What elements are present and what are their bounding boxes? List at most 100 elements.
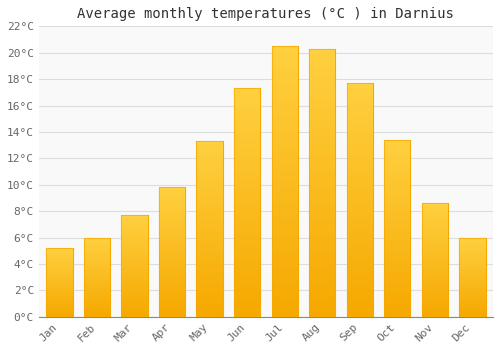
Bar xyxy=(46,275,72,277)
Bar xyxy=(422,224,448,226)
Bar xyxy=(384,207,410,211)
Bar xyxy=(84,263,110,265)
Bar xyxy=(196,239,223,243)
Bar xyxy=(159,226,185,229)
Bar xyxy=(346,233,373,237)
Bar xyxy=(84,293,110,295)
Bar xyxy=(272,122,298,127)
Bar xyxy=(196,236,223,239)
Bar xyxy=(346,256,373,261)
Bar xyxy=(309,247,336,252)
Bar xyxy=(309,134,336,140)
Bar xyxy=(309,183,336,188)
Bar xyxy=(122,304,148,307)
Bar xyxy=(84,296,110,298)
Bar xyxy=(46,309,72,310)
Bar xyxy=(422,289,448,292)
Bar xyxy=(159,314,185,317)
Bar xyxy=(159,205,185,208)
Bar xyxy=(159,193,185,195)
Bar xyxy=(46,284,72,285)
Bar xyxy=(196,190,223,194)
Bar xyxy=(460,266,485,268)
Bar xyxy=(309,102,336,108)
Bar xyxy=(346,83,373,317)
Bar xyxy=(384,274,410,278)
Bar xyxy=(460,309,485,310)
Bar xyxy=(196,289,223,292)
Bar xyxy=(460,315,485,317)
Bar xyxy=(272,127,298,133)
Bar xyxy=(196,201,223,204)
Bar xyxy=(272,73,298,78)
Bar xyxy=(196,243,223,246)
Bar xyxy=(159,275,185,278)
Bar xyxy=(122,215,148,317)
Bar xyxy=(422,301,448,303)
Bar xyxy=(460,241,485,242)
Bar xyxy=(384,250,410,253)
Bar xyxy=(309,108,336,113)
Bar xyxy=(159,270,185,273)
Bar xyxy=(384,232,410,236)
Bar xyxy=(272,84,298,89)
Bar xyxy=(384,150,410,154)
Bar xyxy=(346,83,373,317)
Bar xyxy=(272,170,298,176)
Bar xyxy=(122,225,148,227)
Bar xyxy=(84,287,110,288)
Bar xyxy=(384,186,410,189)
Bar xyxy=(346,298,373,303)
Bar xyxy=(84,312,110,314)
Bar xyxy=(272,46,298,317)
Bar xyxy=(384,260,410,264)
Bar xyxy=(234,88,260,317)
Bar xyxy=(309,231,336,236)
Bar xyxy=(84,250,110,252)
Bar xyxy=(159,260,185,262)
Bar xyxy=(234,170,260,175)
Bar xyxy=(384,310,410,313)
Bar xyxy=(234,239,260,244)
Bar xyxy=(384,193,410,196)
Bar xyxy=(309,306,336,312)
Bar xyxy=(460,253,485,255)
Bar xyxy=(272,225,298,230)
Bar xyxy=(84,261,110,263)
Bar xyxy=(384,189,410,193)
Bar xyxy=(46,313,72,314)
Bar xyxy=(159,213,185,216)
Bar xyxy=(272,192,298,198)
Bar xyxy=(46,292,72,293)
Bar xyxy=(272,106,298,111)
Bar xyxy=(196,204,223,208)
Bar xyxy=(309,49,336,317)
Bar xyxy=(309,263,336,268)
Bar xyxy=(84,285,110,287)
Bar xyxy=(346,134,373,139)
Bar xyxy=(272,133,298,138)
Bar xyxy=(346,139,373,144)
Bar xyxy=(234,139,260,143)
Bar xyxy=(272,306,298,312)
Bar xyxy=(122,272,148,274)
Bar xyxy=(84,306,110,307)
Bar xyxy=(272,46,298,317)
Bar xyxy=(384,179,410,182)
Bar xyxy=(422,233,448,235)
Bar xyxy=(122,229,148,231)
Bar xyxy=(196,162,223,166)
Bar xyxy=(272,187,298,192)
Bar xyxy=(272,154,298,160)
Bar xyxy=(384,285,410,288)
Bar xyxy=(234,312,260,317)
Bar xyxy=(234,102,260,107)
Bar xyxy=(46,278,72,280)
Bar xyxy=(196,225,223,229)
Bar xyxy=(309,210,336,215)
Bar xyxy=(196,141,223,317)
Bar xyxy=(159,281,185,283)
Bar xyxy=(196,169,223,173)
Bar xyxy=(159,216,185,218)
Bar xyxy=(422,287,448,289)
